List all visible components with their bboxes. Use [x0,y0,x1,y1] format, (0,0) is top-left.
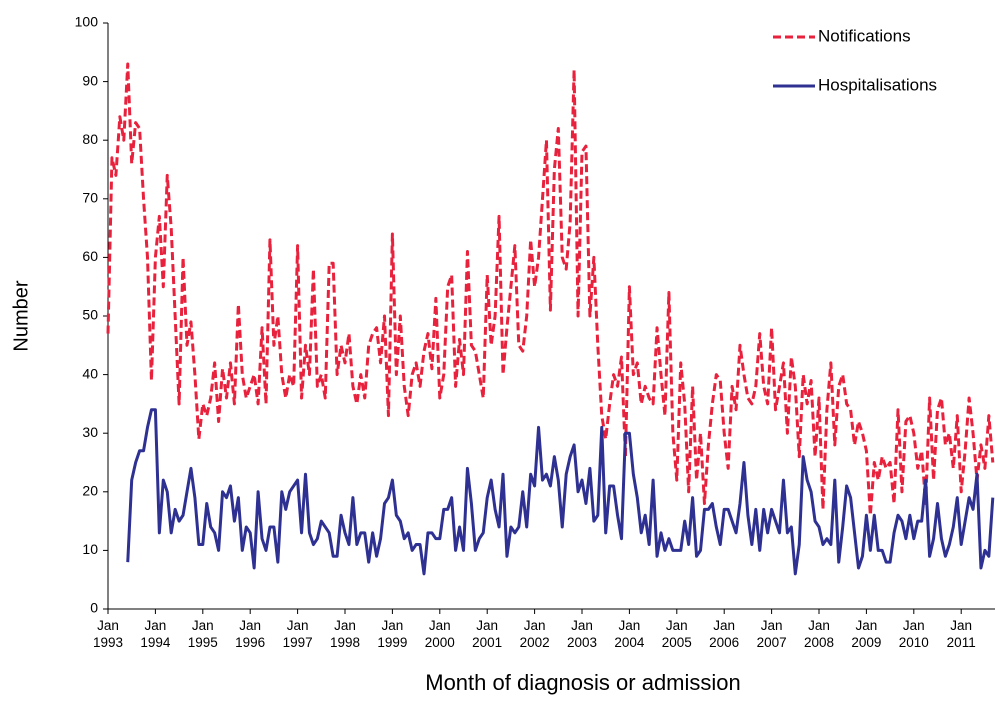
y-tick-label: 50 [82,307,98,323]
series-line [106,62,995,517]
y-tick-label: 90 [82,72,98,88]
y-tick-label: 30 [82,424,98,440]
legend-label: Notifications [818,26,911,45]
legend-label: Hospitalisations [818,75,937,94]
x-tick-label: Jan 1994 [140,618,171,650]
y-tick-label: 70 [82,190,98,206]
x-tick-label: Jan 2003 [566,618,598,650]
y-tick-label: 80 [82,131,98,147]
y-tick-label: 10 [82,541,98,557]
x-tick-label: Jan 2009 [851,618,882,650]
x-tick-label: Jan 2008 [803,618,835,650]
y-tick-label: 20 [82,483,98,499]
x-tick-label: Jan 2006 [709,618,740,650]
x-tick-label: Jan 1995 [187,618,218,650]
x-tick-label: Jan 2001 [472,618,503,650]
y-tick-label: 0 [90,600,98,616]
series-line [126,408,995,576]
y-tick-label: 40 [82,365,98,381]
x-tick-label: Jan 2002 [519,618,550,650]
x-tick-label: Jan 1997 [282,618,313,650]
x-tick-label: Jan 1999 [377,618,408,650]
x-tick-label: Jan 2005 [661,618,692,650]
y-tick-label: 60 [82,248,98,264]
x-tick-label: Jan 2004 [614,618,645,650]
x-tick-label: Jan 1996 [235,618,266,650]
x-tick-label: Jan 2010 [898,618,929,650]
x-tick-label: Jan 2007 [756,618,787,650]
x-tick-label: Jan 1993 [92,618,124,650]
x-tick-label: Jan 1998 [329,618,361,650]
x-axis-title: Month of diagnosis or admission [425,670,741,695]
x-tick-label: Jan 2011 [946,618,976,650]
y-tick-label: 100 [75,14,99,30]
y-axis-title: Number [10,280,32,351]
x-tick-label: Jan 2000 [424,618,455,650]
